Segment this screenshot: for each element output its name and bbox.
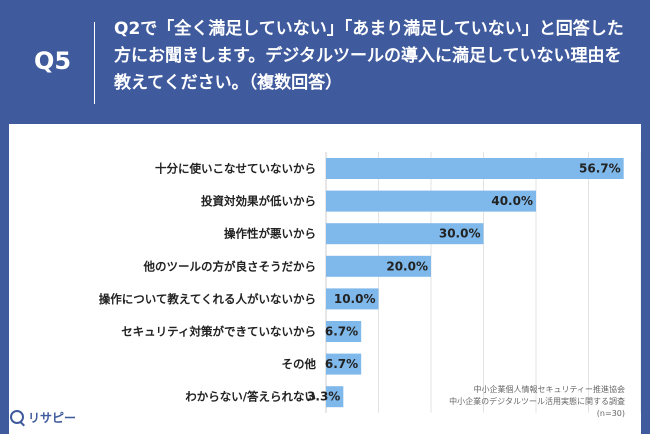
header-divider: [94, 22, 95, 104]
header: Q5 Q2で「全く満足していない」「あまり満足していない」と回答した方にお聞きし…: [0, 0, 650, 124]
category-label: 投資対効果が低いから: [201, 194, 316, 208]
source-sample-size: (n=30): [596, 409, 625, 418]
magnifier-icon: [10, 410, 24, 424]
question-number: Q5: [34, 47, 72, 75]
value-label: 3.3%: [307, 390, 340, 404]
category-label: わからない/答えられない: [185, 390, 316, 404]
question-text: Q2で「全く満足していない」「あまり満足していない」と回答した方にお聞きします。…: [114, 19, 624, 93]
bar: [326, 255, 431, 277]
value-label: 56.7%: [579, 162, 621, 176]
bar: [326, 190, 536, 212]
category-label: セキュリティ対策ができていないから: [121, 325, 316, 339]
value-label: 6.7%: [325, 325, 358, 339]
category-label: その他: [282, 357, 317, 371]
value-label: 6.7%: [325, 357, 358, 371]
chart-panel: 十分に使いこなせていないから 56.7% 投資対効果が低いから 40.0% 操作性が悪い…: [9, 124, 641, 434]
source-line-2: 中小企業のデジタルツール活用実態に関する調査: [449, 397, 625, 406]
category-label: 操作について教えてくれる人がいないから: [99, 292, 316, 306]
category-label: 他のツールの方が良さそうだから: [143, 259, 317, 273]
category-label: 操作性が悪いから: [224, 227, 316, 241]
bar: [326, 386, 344, 408]
value-label: 20.0%: [386, 259, 428, 273]
source-note: 中小企業個人情報セキュリティー推進協会 中小企業のデジタルツール活用実態に関する…: [449, 384, 625, 420]
value-label: 10.0%: [334, 292, 376, 306]
bar: [326, 158, 624, 179]
bar-chart: 十分に使いこなせていないから 56.7% 投資対効果が低いから 40.0% 操作性が悪い…: [99, 152, 641, 413]
source-line-1: 中小企業個人情報セキュリティー推進協会: [473, 385, 625, 394]
bar: [326, 321, 362, 342]
brand-logo: リサピー: [10, 408, 76, 426]
value-label: 30.0%: [439, 227, 481, 241]
bar: [326, 288, 379, 310]
brand-name: リサピー: [28, 410, 77, 425]
category-label: 十分に使いこなせていないから: [155, 162, 316, 176]
value-label: 40.0%: [491, 194, 533, 208]
bar: [326, 223, 484, 245]
bar: [326, 353, 362, 375]
